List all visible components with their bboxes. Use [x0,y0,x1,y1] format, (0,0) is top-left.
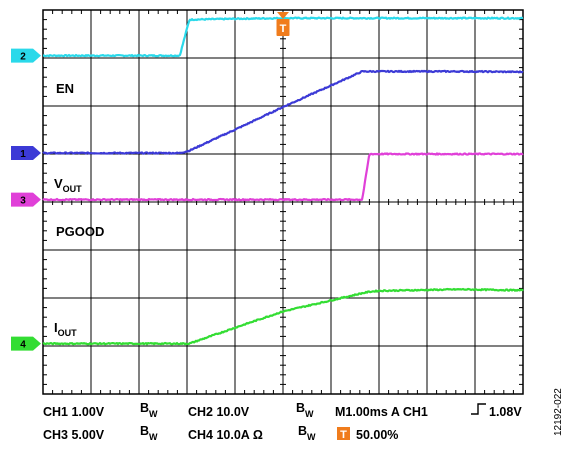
label-iout: IOUT [54,320,77,338]
trigger-marker: T [276,12,290,36]
label-en: EN [56,81,74,96]
status-ch2-bw: BW [296,401,314,419]
status-timebase: M1.00ms A CH1 [335,405,428,419]
status-ch1-bw: BW [140,401,158,419]
label-pgood: PGOOD [56,224,104,239]
channel-marker-number: 1 [20,149,26,160]
figure-id: 12192-022 [553,388,564,436]
status-ch1: CH1 1.00V [43,405,105,419]
channel-marker-icon [11,146,41,161]
channel-marker-icon [11,336,41,351]
trace-labels: EN VOUT PGOOD IOUT [54,81,104,338]
status-trigger-level: 1.08V [489,405,522,419]
trigger-position-badge-letter: T [340,429,347,441]
trace-iout [42,287,524,346]
channel-marker-icon [11,192,41,207]
label-vout: VOUT [54,176,82,194]
channel-marker-number: 3 [20,196,26,207]
center-ticks [42,9,524,395]
trigger-position-badge-icon [337,427,350,440]
status-readout: CH1 1.00V BW CH2 10.0V BW M1.00ms A CH1 … [43,401,522,442]
trace-pgood [42,152,524,202]
status-ch3: CH3 5.00V [43,428,105,442]
status-ch4-bw: BW [298,424,316,442]
channel-markers: 2 1 3 4 [11,48,41,351]
status-trigger-position: 50.00% [356,428,398,442]
trigger-letter: T [280,23,287,35]
channel-marker-number: 4 [20,340,26,351]
status-ch4: CH4 10.0A Ω [188,428,263,442]
plot-area [42,9,524,395]
status-ch2: CH2 10.0V [188,405,250,419]
channel-marker-number: 2 [20,52,26,63]
channel-marker-icon [11,48,41,63]
trigger-arrow-icon [277,12,289,19]
trace-vout [42,69,524,155]
rising-edge-icon [471,403,486,415]
status-ch3-bw: BW [140,424,158,442]
trigger-badge-icon [276,19,290,36]
